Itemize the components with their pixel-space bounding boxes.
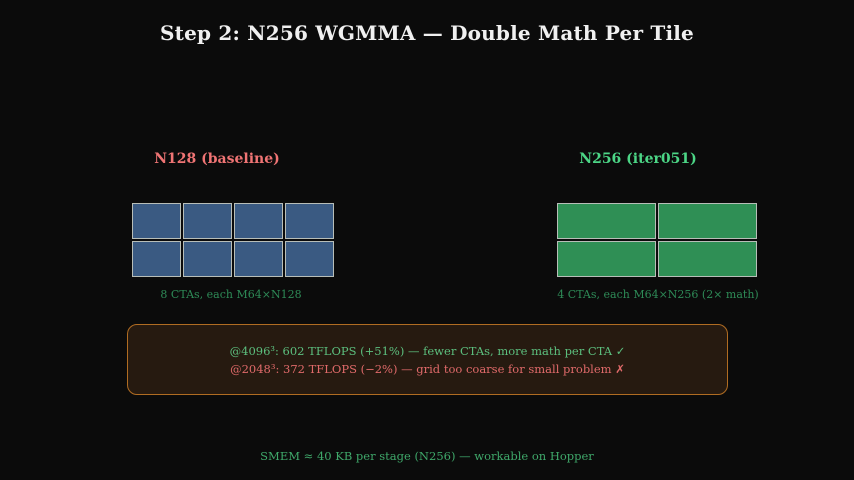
right-panel-label: N256 (iter051) [579, 151, 697, 167]
cta-tile [132, 203, 181, 239]
cta-tile [234, 203, 283, 239]
cta-tile [285, 203, 334, 239]
left-panel-label: N128 (baseline) [154, 151, 280, 167]
cta-tile [132, 241, 181, 277]
cta-tile [183, 241, 232, 277]
left-panel-caption: 8 CTAs, each M64×N128 [160, 288, 302, 301]
cta-tile [557, 241, 656, 277]
slide-title: Step 2: N256 WGMMA — Double Math Per Til… [160, 21, 694, 45]
cta-tile [183, 203, 232, 239]
cta-tile [658, 241, 757, 277]
footer-note: SMEM ≈ 40 KB per stage (N256) — workable… [260, 449, 594, 463]
cta-tile [557, 203, 656, 239]
callout-box: @4096³: 602 TFLOPS (+51%) — fewer CTAs, … [127, 324, 728, 395]
cta-tile [658, 203, 757, 239]
right-tile-grid [557, 203, 757, 277]
left-tile-grid [132, 203, 334, 277]
cta-tile [234, 241, 283, 277]
right-panel-caption: 4 CTAs, each M64×N256 (2× math) [557, 288, 759, 301]
callout-line-4096: @4096³: 602 TFLOPS (+51%) — fewer CTAs, … [229, 343, 626, 358]
cta-tile [285, 241, 334, 277]
callout-line-2048: @2048³: 372 TFLOPS (−2%) — grid too coar… [230, 361, 625, 376]
